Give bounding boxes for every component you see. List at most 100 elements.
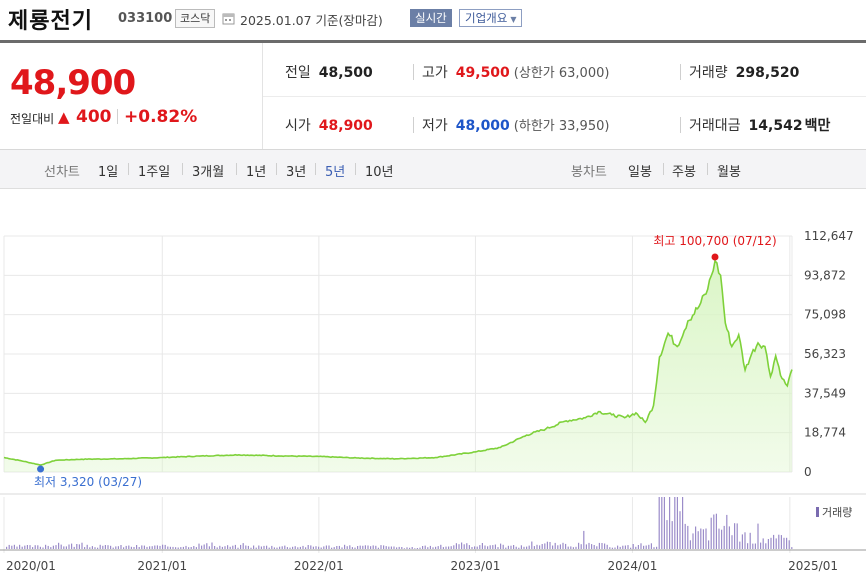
company-overview-button[interactable]: 기업개요 ▼ [459,9,523,27]
volume-bar [419,547,421,549]
volume-bar [705,528,707,549]
volume-bar [544,543,546,549]
volume-bar [34,545,36,549]
volume-bar [169,546,171,549]
volume-bar [133,547,135,549]
chart-period-toolbar: 선차트 1일 1주일 3개월 1년 3년 5년 10년 봉차트 일봉 주봉 월봉 [0,150,866,189]
volume-bar [341,547,343,549]
stat-label: 거래량 [689,65,728,81]
volume-bar [315,546,317,549]
volume-bar [55,545,57,549]
volume-bar [266,545,268,549]
toolbar-divider [236,163,237,175]
y-tick-label: 93,872 [804,268,846,282]
x-tick-label: 2022/01 [294,559,344,573]
volume-bar [695,526,697,549]
volume-bar [310,545,312,549]
volume-bar [762,538,764,549]
period-1d-button[interactable]: 1일 [98,165,119,180]
period-3m-button[interactable]: 3개월 [192,165,225,180]
stat-value: 14,542 [748,118,803,134]
volume-bar [650,543,652,549]
volume-bar [507,545,509,549]
volume-bar [320,547,322,549]
volume-bar [773,534,775,549]
volume-bar [162,544,164,549]
stat-trade-value: 거래대금 14,542 백만 [689,115,830,135]
candle-daily-button[interactable]: 일봉 [628,165,652,180]
realtime-button[interactable]: 실시간 [410,9,452,27]
volume-bar [221,546,223,549]
volume-bar [216,547,218,549]
volume-bar [598,542,600,549]
volume-bar [552,545,554,549]
volume-bar [201,545,203,549]
volume-bar [653,547,655,549]
price-line [3,259,793,466]
volume-bar [143,545,145,549]
volume-bar [736,523,738,549]
volume-bar [505,547,507,549]
candle-monthly-button[interactable]: 월봉 [717,165,741,180]
volume-bar [281,546,283,549]
volume-bar [398,546,400,549]
volume-bar [411,547,413,549]
x-tick-label: 2024/01 [607,559,657,573]
base-date: 2025.01.07 기준(장마감) [240,13,383,28]
volume-bar [136,545,138,549]
volume-bar [229,546,231,549]
volume-bar [697,531,699,549]
volume-bar [21,546,23,549]
stat-divider [680,117,681,133]
volume-bar [198,543,200,549]
volume-bar [679,511,681,549]
volume-bar [50,547,52,549]
volume-bar [700,528,702,549]
volume-bar [585,544,587,549]
stat-prev-close: 전일 48,500 [285,62,373,82]
volume-bar [325,545,327,549]
volume-bar [580,544,582,549]
chart-grid [0,235,866,553]
volume-bar [39,546,41,549]
volume-bar [73,546,75,549]
volume-bar [466,543,468,549]
volume-bar [13,544,15,549]
volume-bar [448,546,450,549]
volume-bar [263,545,265,549]
volume-legend: 거래량 [822,506,852,519]
volume-bar [279,546,281,549]
volume-bar [666,520,668,549]
volume-bar [242,543,244,549]
min-point-marker [37,465,45,473]
volume-bar [344,544,346,549]
volume-bar [393,546,395,549]
period-5y-button[interactable]: 5년 [325,165,346,180]
toolbar-divider [128,163,129,175]
volume-bar [305,547,307,549]
y-tick-label: 75,098 [804,308,846,322]
period-1y-button[interactable]: 1년 [246,165,267,180]
volume-bar [546,541,548,549]
volume-bar [99,544,101,549]
volume-bar [468,545,470,549]
volume-bar [617,545,619,549]
volume-bar [624,545,626,549]
volume-bar [658,497,660,549]
volume-bar [19,544,21,549]
volume-bar [255,547,257,549]
volume-bar [65,546,67,549]
volume-bar [149,546,151,549]
period-3y-button[interactable]: 3년 [286,165,307,180]
chart-labels: 112,647 93,872 75,098 56,323 37,549 18,774 0 20… [6,229,854,573]
volume-bar [271,545,273,549]
candle-weekly-button[interactable]: 주봉 [672,165,696,180]
volume-bar [359,545,361,549]
stat-value: 48,900 [318,118,373,134]
volume-bar [731,535,733,549]
volume-bar [224,546,226,549]
period-10y-button[interactable]: 10년 [365,165,394,180]
period-1w-button[interactable]: 1주일 [138,165,171,180]
volume-bar [175,547,177,549]
volume-bar [367,545,369,549]
